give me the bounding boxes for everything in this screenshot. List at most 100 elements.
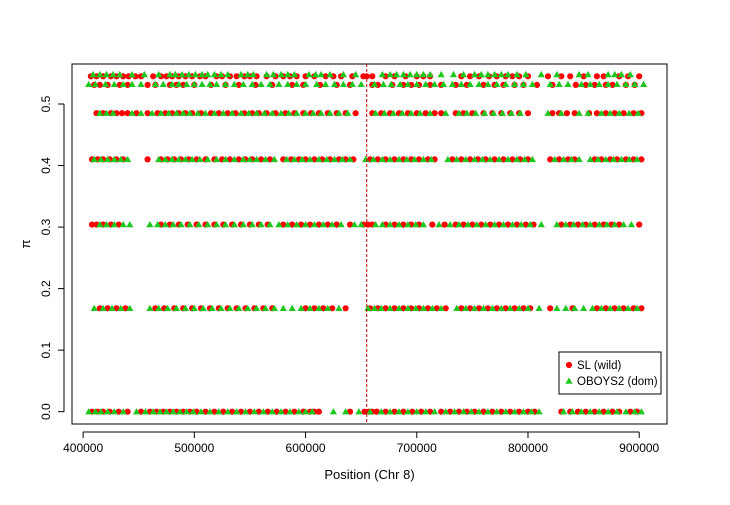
- sl-wild-point: [352, 110, 359, 117]
- oboys2-dom-point: [313, 80, 321, 87]
- oboys2-dom-point: [524, 304, 532, 311]
- oboys2-dom-point: [513, 155, 521, 163]
- oboys2-dom-point: [497, 304, 505, 311]
- oboys2-dom-point: [362, 155, 370, 163]
- oboys2-dom-point: [577, 408, 585, 415]
- oboys2-dom-point: [475, 408, 483, 415]
- oboys2-dom-point: [404, 408, 412, 415]
- oboys2-dom-point: [459, 408, 468, 415]
- oboys2-dom-point: [502, 408, 510, 415]
- oboys2-dom-point: [155, 304, 163, 311]
- oboys2-dom-point: [217, 304, 225, 311]
- oboys2-dom-point: [537, 70, 545, 78]
- legend-entry-sl-wild: SL (wild): [565, 360, 621, 372]
- oboys2-dom-point: [315, 155, 323, 163]
- oboys2-dom-point: [168, 80, 176, 87]
- sl-wild-point: [373, 408, 380, 415]
- oboys2-dom-point: [110, 155, 118, 163]
- oboys2-dom-point: [489, 109, 498, 116]
- oboys2-dom-point: [246, 155, 254, 163]
- oboys2-dom-point: [535, 304, 543, 311]
- oboys2-dom-point: [90, 155, 98, 163]
- oboys2-dom-point: [352, 70, 360, 78]
- oboys2-dom-point: [378, 155, 386, 163]
- oboys2-dom-point: [453, 304, 461, 311]
- oboys2-dom-point: [151, 80, 159, 87]
- oboys2-dom-point: [491, 70, 499, 78]
- oboys2-dom-point: [506, 304, 514, 311]
- oboys2-dom-point: [570, 221, 578, 228]
- oboys2-dom-point: [462, 155, 470, 163]
- oboys2-dom-point: [183, 80, 191, 87]
- oboys2-dom-point: [171, 70, 179, 78]
- oboys2-dom-point: [226, 304, 234, 311]
- sl-wild-point: [600, 73, 607, 80]
- oboys2-dom-point: [419, 155, 427, 163]
- oboys2-dom-point: [412, 221, 420, 228]
- oboys2-dom-point: [302, 80, 310, 87]
- oboys2-dom-point: [239, 221, 247, 228]
- oboys2-dom-point: [519, 80, 528, 87]
- oboys2-dom-point: [237, 70, 245, 78]
- oboys2-dom-point: [161, 221, 169, 228]
- oboys2-dom-point: [188, 155, 196, 163]
- oboys2-dom-point: [602, 155, 610, 163]
- y-tick-label: 0.2: [39, 280, 53, 297]
- oboys2-dom-point: [172, 109, 181, 116]
- legend-label-oboys2-dom: OBOYS2 (dom): [577, 376, 658, 388]
- oboys2-dom-point: [595, 80, 603, 87]
- oboys2-dom-point: [357, 221, 365, 228]
- oboys2-dom-point: [198, 70, 206, 78]
- oboys2-dom-point: [137, 109, 145, 116]
- oboys2-dom-point: [96, 221, 104, 228]
- oboys2-dom-point: [101, 80, 109, 87]
- oboys2-dom-point: [377, 408, 385, 415]
- oboys2-dom-point: [253, 304, 261, 311]
- oboys2-dom-point: [606, 304, 614, 311]
- oboys2-dom-point: [387, 80, 395, 87]
- oboys2-dom-point: [557, 109, 565, 116]
- oboys2-dom-point: [555, 80, 563, 87]
- y-axis: 0.0 0.1 0.2 0.3 0.4 0.5: [39, 95, 65, 420]
- oboys2-dom-point: [537, 221, 545, 228]
- oboys2-dom-point: [504, 155, 512, 163]
- oboys2-dom-point: [308, 408, 316, 415]
- oboys2-dom-point: [286, 408, 294, 415]
- oboys2-dom-point: [275, 80, 283, 87]
- oboys2-dom-point: [431, 408, 439, 415]
- oboys2-dom-point: [221, 221, 230, 228]
- oboys2-dom-point: [497, 70, 505, 78]
- oboys2-dom-point: [119, 408, 127, 415]
- oboys2-dom-point: [284, 80, 292, 87]
- sl-wild-point: [150, 73, 157, 80]
- sl-wild-point: [558, 73, 565, 80]
- oboys2-dom-point: [546, 80, 554, 87]
- oboys2-dom-point: [404, 304, 412, 311]
- oboys2-dom-point: [427, 155, 435, 163]
- oboys2-dom-point: [241, 408, 250, 415]
- oboys2-dom-point: [159, 80, 167, 87]
- oboys2-dom-point: [404, 80, 412, 87]
- oboys2-dom-point: [437, 304, 445, 311]
- oboys2-dom-point: [279, 304, 287, 311]
- oboys2-dom-point: [183, 408, 191, 415]
- oboys2-dom-point: [312, 70, 320, 78]
- oboys2-dom-point: [344, 109, 352, 116]
- oboys2-dom-point: [399, 70, 407, 78]
- oboys2-dom-point: [378, 70, 386, 78]
- x-tick-label: 400000: [63, 441, 103, 455]
- oboys2-dom-point: [428, 304, 436, 311]
- oboys2-dom-point: [175, 80, 183, 87]
- oboys2-dom-point: [528, 80, 536, 87]
- oboys2-dom-point: [168, 155, 176, 163]
- sl-wild-point: [144, 110, 151, 117]
- oboys2-dom-point: [553, 221, 561, 228]
- oboys2-dom-point: [146, 304, 154, 311]
- oboys2-dom-point: [395, 221, 403, 228]
- oboys2-dom-point: [293, 109, 301, 116]
- oboys2-dom-point: [213, 80, 221, 87]
- oboys2-dom-point: [337, 221, 345, 228]
- oboys2-dom-point: [446, 221, 454, 228]
- sl-wild-point: [342, 305, 349, 312]
- oboys2-dom-point: [213, 221, 221, 228]
